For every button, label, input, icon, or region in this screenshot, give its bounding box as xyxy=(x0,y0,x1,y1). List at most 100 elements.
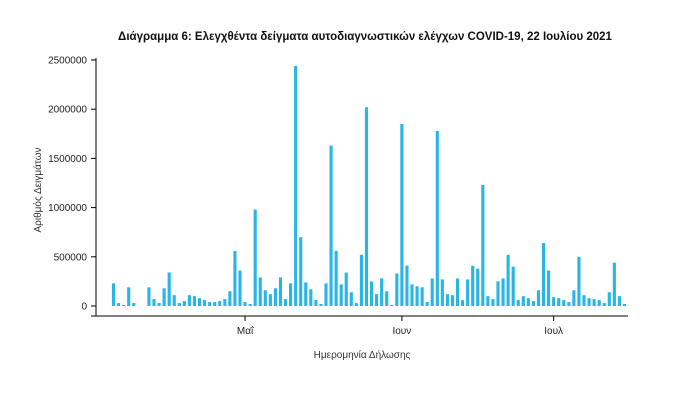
bar xyxy=(602,303,606,306)
bar xyxy=(263,290,267,306)
bar xyxy=(364,107,369,306)
bar xyxy=(577,256,581,306)
bar xyxy=(243,302,247,306)
bar xyxy=(562,300,566,306)
bar xyxy=(501,278,505,306)
y-tick-label: 0 xyxy=(81,302,87,313)
bar xyxy=(273,288,277,306)
bar xyxy=(339,284,343,306)
bar xyxy=(430,278,434,306)
bar xyxy=(147,287,151,306)
bar xyxy=(111,283,116,306)
bar xyxy=(197,298,202,306)
bar xyxy=(187,295,191,306)
bar xyxy=(167,272,171,306)
bar xyxy=(425,302,429,306)
bar xyxy=(299,237,303,306)
bar xyxy=(208,302,212,306)
bar xyxy=(218,301,222,306)
bar xyxy=(496,281,500,306)
bar xyxy=(253,209,257,306)
x-axis-label: Ημερομηνία Δήλωσης xyxy=(314,349,411,361)
bar xyxy=(541,243,546,306)
bar xyxy=(536,290,541,306)
bar xyxy=(122,305,126,306)
plot-area: 0 500000 1000000 1500000 2000000 2500000 Μαΐ Ιο… xyxy=(48,56,628,337)
bar xyxy=(369,281,374,306)
bar xyxy=(177,303,181,306)
bar xyxy=(405,265,409,306)
y-tick-label: 2500000 xyxy=(48,56,87,67)
bar xyxy=(233,250,237,306)
bar xyxy=(466,279,470,306)
bar xyxy=(385,291,389,306)
bar xyxy=(597,300,601,306)
bar xyxy=(117,303,121,306)
bar xyxy=(572,290,576,306)
bar xyxy=(268,294,272,306)
bar xyxy=(304,282,308,306)
bar xyxy=(192,296,197,306)
bar xyxy=(582,295,586,306)
bar xyxy=(182,301,186,306)
bar xyxy=(506,254,510,306)
bar xyxy=(592,299,596,306)
bar xyxy=(213,302,217,306)
bar xyxy=(203,300,207,306)
bar xyxy=(329,145,333,306)
bar xyxy=(521,296,525,306)
bar xyxy=(309,289,313,306)
bar xyxy=(289,283,293,306)
bar xyxy=(516,300,520,306)
bar xyxy=(622,304,627,306)
x-tick-label: Ιουν xyxy=(392,326,411,337)
bar xyxy=(278,277,283,306)
y-axis-label: Αριθμός Δειγμάτων xyxy=(32,147,44,232)
bar xyxy=(319,304,323,306)
x-tick-label: Ιουλ xyxy=(544,326,563,337)
bar xyxy=(552,297,556,306)
bar xyxy=(511,266,515,306)
bar xyxy=(471,265,475,306)
bar xyxy=(334,250,338,306)
bar xyxy=(248,304,252,306)
bar xyxy=(607,292,611,306)
bar xyxy=(567,302,571,306)
bar xyxy=(461,300,465,306)
bar xyxy=(162,288,166,306)
bar xyxy=(132,303,136,306)
bar xyxy=(440,279,444,306)
bar xyxy=(617,296,621,306)
bar xyxy=(223,299,227,306)
bar xyxy=(420,287,424,306)
bar xyxy=(612,262,616,306)
bar xyxy=(324,283,328,306)
bar xyxy=(380,278,384,306)
chart-title: Διάγραμμα 6: Ελεγχθέντα δείγματα αυτοδια… xyxy=(118,31,613,43)
x-tick-label: Μαΐ xyxy=(237,325,254,337)
bar xyxy=(283,299,288,306)
y-tick-label: 2000000 xyxy=(48,105,87,116)
y-tick-label: 500000 xyxy=(54,252,88,263)
bar xyxy=(415,286,419,306)
y-tick-label: 1000000 xyxy=(48,203,87,214)
bar xyxy=(531,301,535,306)
bar xyxy=(354,303,358,306)
bar xyxy=(445,294,449,306)
bar xyxy=(435,130,439,306)
bar xyxy=(587,298,591,306)
bar xyxy=(390,305,394,306)
bar xyxy=(450,295,455,306)
bar xyxy=(172,295,176,306)
bar xyxy=(400,123,404,307)
bar xyxy=(491,299,495,306)
bar xyxy=(294,65,298,307)
bar xyxy=(395,273,399,306)
bar xyxy=(127,287,131,306)
bar xyxy=(258,277,262,306)
bar xyxy=(557,298,561,306)
bar xyxy=(359,254,363,306)
bar xyxy=(455,278,460,306)
